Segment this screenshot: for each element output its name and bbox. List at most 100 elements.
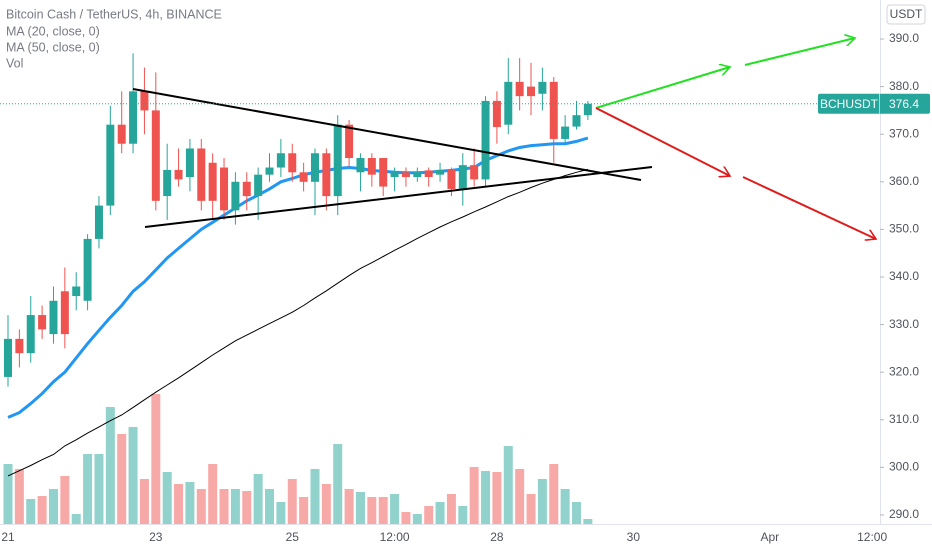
volume-bar [253,474,263,524]
candle-body [72,286,81,297]
volume-bar [265,489,275,524]
chart-title: Bitcoin Cash / TetherUS, 4h, BINANCE [6,7,222,21]
y-tick-label: 310.0 [889,412,919,426]
volume-bar [424,506,434,524]
x-tick-label: 12:00 [857,530,887,544]
currency[interactable]: USDT [890,7,923,21]
candle-layer [4,53,592,387]
triangle-lower [144,166,653,228]
candle-body [447,169,456,189]
y-tick-label: 380.0 [889,79,919,93]
candle-body [208,162,217,201]
candle-body [390,172,399,178]
candle-body [549,81,558,139]
candle-body [470,165,479,180]
legend-ma20: MA (20, close, 0) [6,24,100,38]
volume-bar [492,472,502,524]
candle-body [197,148,206,201]
candle-body [345,124,354,159]
volume-bar [117,434,127,524]
candle-body [379,158,388,187]
volume-bar [503,446,513,524]
x-tick-label: 23 [149,530,163,544]
volume-bar [515,469,525,524]
x-tick-label: 25 [286,530,300,544]
volume-bar [378,497,388,524]
volume-layer [3,394,593,524]
candle-body [265,167,274,175]
candle-body [26,315,35,354]
volume-bar [219,489,229,524]
candle-body [583,103,592,116]
candle-body [231,181,240,211]
volume-bar [572,502,581,524]
volume-bar [367,497,377,524]
axes: 290.0 300.0 310.0 320.0 330.0 340.0 350.0 360.0… [0,31,930,544]
currency-box[interactable] [886,4,926,25]
candle-body [129,91,138,144]
candle-body [163,169,172,197]
volume-bar [60,476,70,524]
volume-bar [560,489,570,524]
ma-line [7,168,589,477]
volume-bar [83,454,93,524]
x-tick-label: Apr [760,530,779,544]
volume-bar [583,519,593,524]
arrow-red-2 [742,176,876,239]
volume-bar [412,514,422,524]
volume-bar [401,512,411,524]
candle-body [504,81,513,125]
candle-body [515,81,524,97]
volume-bar [310,469,320,524]
candle-body [310,153,319,182]
candle-body [140,91,149,111]
volume-bar [162,472,172,524]
drawings [132,38,876,239]
volume-bar [299,497,309,524]
candle-body [401,172,410,178]
candle-body [288,153,297,173]
candle-body [49,300,58,335]
candle-body [117,124,126,144]
arrow-red-1 [595,107,730,176]
candle-body [174,169,183,180]
candle-body [242,181,251,197]
volume-bar [537,479,547,524]
candle-body [367,158,376,175]
candle-body [333,124,342,197]
candle-body [299,172,308,182]
volume-bar [48,489,58,524]
candle-body [458,165,467,189]
candle-body [538,81,547,94]
ma-line [7,136,589,419]
x-tick-label: 28 [490,530,504,544]
volume-bar [526,494,536,524]
volume-bar [196,489,206,524]
candle-body [220,167,229,211]
y-tick-label: 390.0 [889,31,919,45]
candle-body [185,148,194,178]
x-tick-label: 30 [627,530,641,544]
volume-bar [185,482,195,524]
y-tick-label: 350.0 [889,222,919,236]
volume-bar [230,489,240,524]
y-tick-label: 290.0 [889,507,919,521]
y-tick-label: 330.0 [889,317,919,331]
legend-ma50: MA (50, close, 0) [6,40,100,54]
volume-bar [321,484,331,524]
candle-body [492,100,501,128]
candle-body [60,291,69,335]
candle-body [527,86,536,97]
volume-bar [276,502,286,524]
volume-bar [355,492,365,524]
candle-body [276,153,285,168]
volume-bar [549,464,559,524]
volume-bar [105,407,115,524]
candle-body [15,338,24,354]
volume-bar [390,494,400,524]
candle-body [106,124,115,206]
candle-body [38,315,47,330]
candle-body [151,110,160,201]
candle-body [424,170,433,178]
